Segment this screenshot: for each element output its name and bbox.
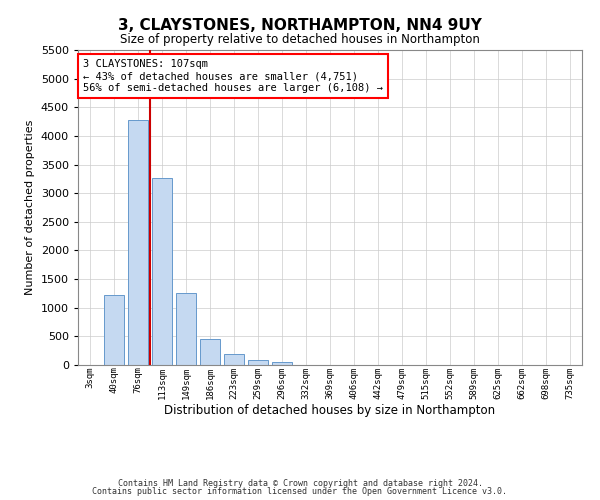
- Y-axis label: Number of detached properties: Number of detached properties: [25, 120, 35, 295]
- Bar: [176, 293, 196, 365]
- Bar: [104, 294, 124, 365]
- Bar: [272, 362, 292, 365]
- Text: 3, CLAYSTONES, NORTHAMPTON, NN4 9UY: 3, CLAYSTONES, NORTHAMPTON, NN4 9UY: [118, 18, 482, 32]
- Text: Contains HM Land Registry data © Crown copyright and database right 2024.: Contains HM Land Registry data © Crown c…: [118, 478, 482, 488]
- Bar: [248, 360, 268, 365]
- X-axis label: Distribution of detached houses by size in Northampton: Distribution of detached houses by size …: [164, 404, 496, 417]
- Bar: [200, 338, 220, 365]
- Bar: [128, 120, 148, 365]
- Bar: [224, 354, 244, 365]
- Text: Size of property relative to detached houses in Northampton: Size of property relative to detached ho…: [120, 32, 480, 46]
- Text: Contains public sector information licensed under the Open Government Licence v3: Contains public sector information licen…: [92, 487, 508, 496]
- Bar: [152, 178, 172, 365]
- Text: 3 CLAYSTONES: 107sqm
← 43% of detached houses are smaller (4,751)
56% of semi-de: 3 CLAYSTONES: 107sqm ← 43% of detached h…: [83, 60, 383, 92]
